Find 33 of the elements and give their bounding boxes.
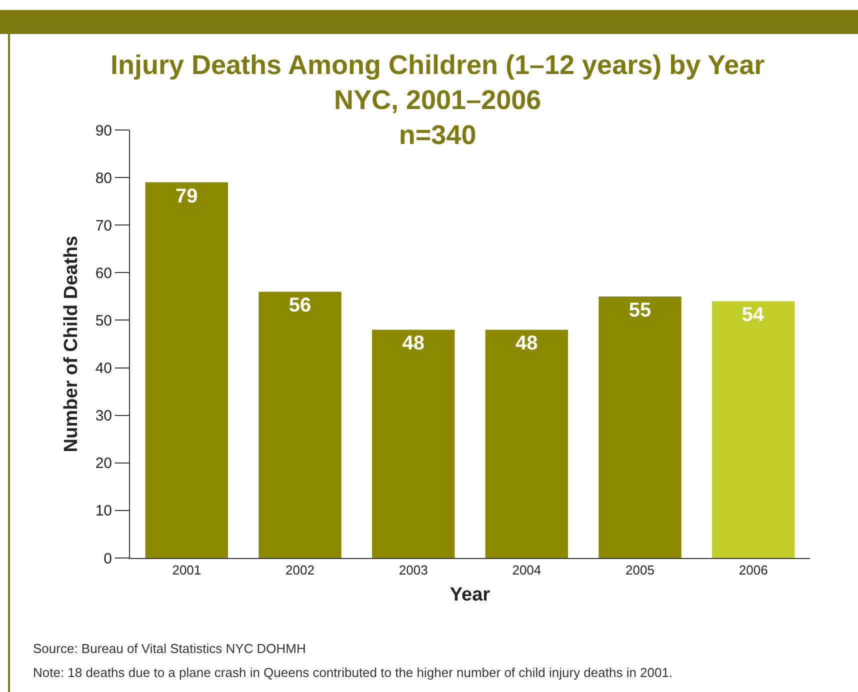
- data-label: 79: [176, 185, 198, 208]
- y-axis-title: Number of Child Deaths: [61, 236, 82, 452]
- y-tick-label: 20: [95, 455, 112, 472]
- x-axis-title: Year: [450, 584, 491, 606]
- bar: [258, 292, 342, 558]
- x-tick-label: 2006: [738, 562, 768, 578]
- y-tick-label: 50: [95, 312, 112, 330]
- y-tick-label: 70: [95, 217, 112, 234]
- source-note: Source: Bureau of Vital Statistics NYC DOHMH: [33, 641, 306, 656]
- bar: [145, 182, 228, 558]
- chart-title: Injury Deaths Among Children (1–12 years) by Year NYC, 2001–2006 n=340: [110, 50, 766, 150]
- bar: [598, 296, 682, 558]
- bar: [485, 330, 568, 558]
- y-tick-label: 0: [104, 550, 112, 568]
- x-tick-label: 2001: [172, 562, 202, 578]
- bar: [712, 301, 795, 558]
- y-tick-label: 40: [95, 360, 112, 378]
- x-tick-label: 2003: [398, 562, 428, 578]
- data-label: 55: [628, 299, 652, 322]
- data-label: 56: [288, 294, 312, 317]
- bar: [372, 330, 455, 558]
- data-label: 48: [516, 332, 538, 355]
- y-tick-label: 30: [95, 408, 112, 425]
- x-tick-label: 2005: [626, 562, 654, 578]
- text: Note: 18 deaths due to a plane crash in Queens contributed to the higher number of child injury deaths in 2001.: [33, 665, 673, 680]
- x-tick-label: 2002: [286, 562, 314, 578]
- data-label: 48: [402, 332, 424, 355]
- y-tick-label: 90: [95, 122, 112, 140]
- y-tick-label: 80: [95, 170, 112, 187]
- data-label: 54: [742, 304, 765, 326]
- y-tick-label: 10: [95, 502, 112, 520]
- x-tick-label: 2004: [512, 562, 542, 578]
- y-tick-label: 60: [95, 264, 112, 282]
